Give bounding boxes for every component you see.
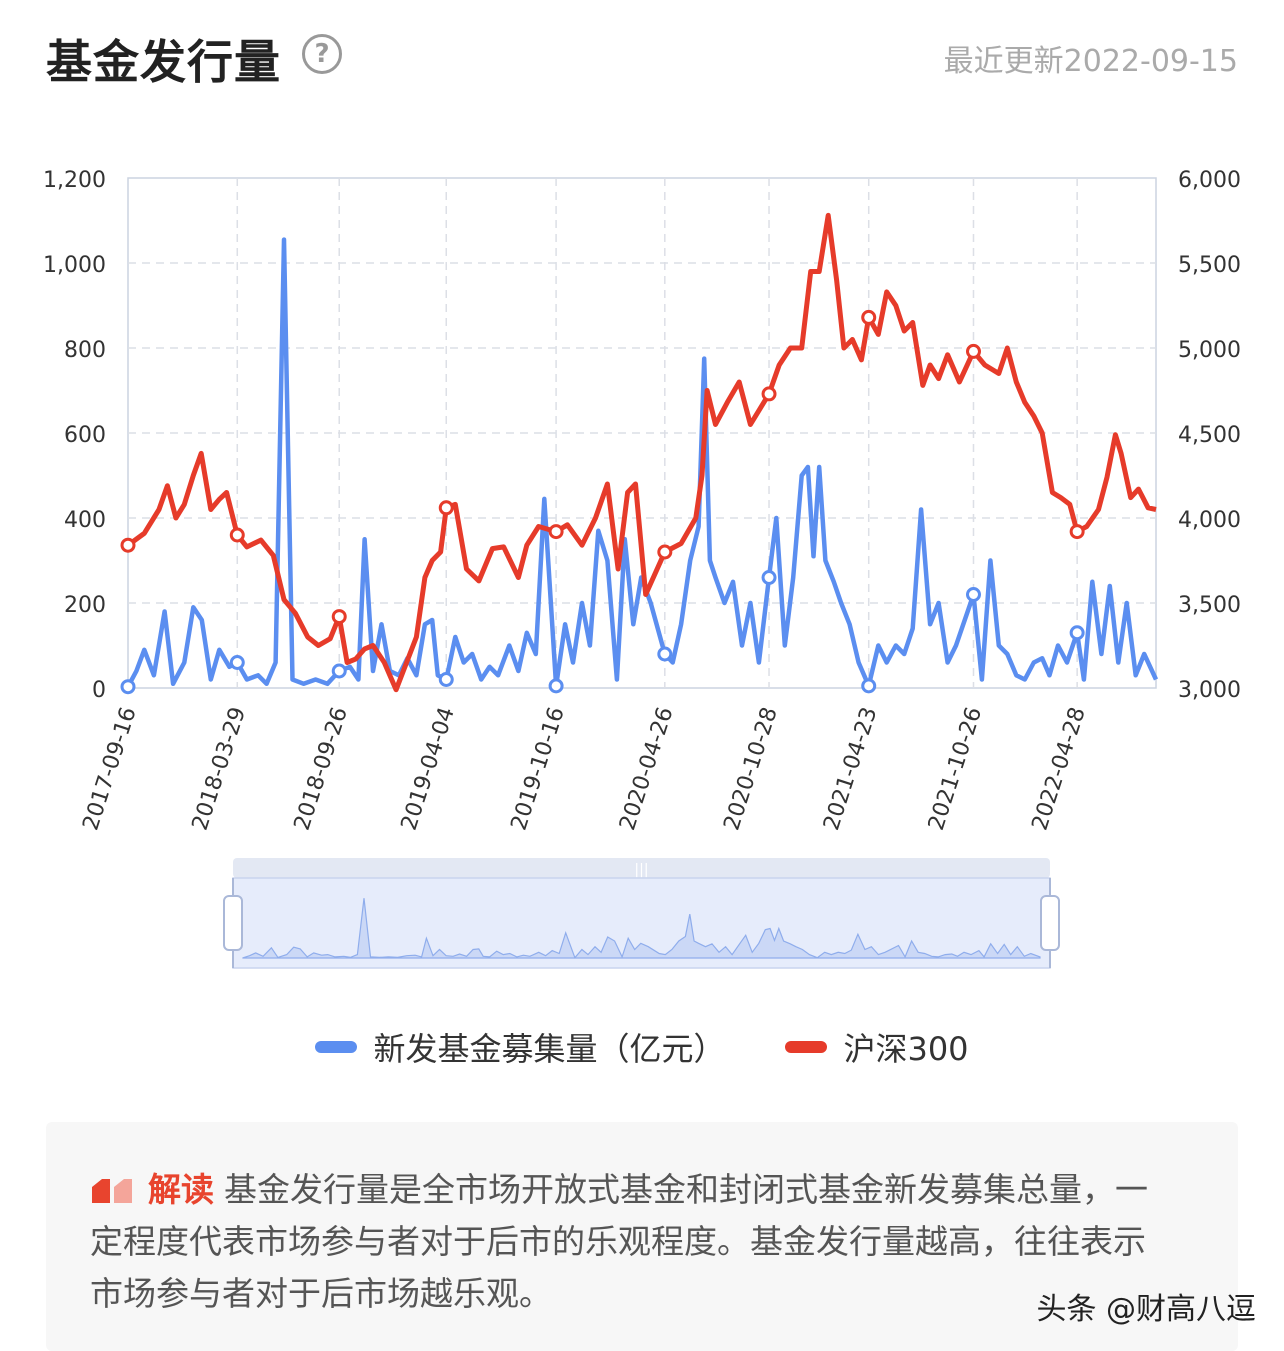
legend-label-fund: 新发基金募集量（亿元） [373, 1030, 726, 1068]
y-left-tick-label: 600 [64, 423, 106, 448]
watermark: 头条 @财高八逗 [1036, 1292, 1256, 1327]
y-right-tick-label: 3,000 [1178, 678, 1241, 703]
marker-index[interactable] [229, 527, 245, 543]
x-tick-label: 2018-09-26 [290, 704, 353, 833]
note-body: 基金发行量是全市场开放式基金和封闭式基金新发募集总量，一定程度代表市场参与者对于… [90, 1170, 1148, 1313]
marker-fund[interactable] [861, 678, 877, 694]
note-label: 解读 [148, 1170, 214, 1209]
marker-fund[interactable] [438, 672, 454, 687]
legend-swatch-index [785, 1041, 828, 1053]
fund-issuance-chart: 0 3,000 200 3,500 400 4,000 600 4,500 800 5,000 1,… [43, 168, 1241, 969]
x-tick-label: 2021-10-26 [924, 704, 987, 833]
x-tick-label: 2022-04-28 [1028, 704, 1091, 833]
y-left-tick-label: 800 [64, 338, 106, 363]
marker-fund[interactable] [965, 587, 981, 602]
datazoom-handle-left[interactable] [223, 895, 243, 951]
marker-fund[interactable] [657, 646, 673, 662]
last-updated-label: 最近更新2022-09-15 [943, 44, 1238, 79]
marker-index[interactable] [331, 609, 347, 625]
y-right-tick-label: 5,000 [1178, 338, 1241, 363]
marker-fund[interactable] [229, 655, 245, 670]
y-right-tick-label: 6,000 [1178, 168, 1241, 193]
legend-item-index[interactable]: 沪深300 [785, 1024, 969, 1070]
question-circle-icon[interactable]: ? [302, 34, 342, 74]
y-right-tick-label: 4,500 [1178, 423, 1241, 448]
marker-index[interactable] [120, 537, 136, 553]
marker-index[interactable] [438, 500, 454, 516]
datazoom-handle-right[interactable] [1040, 895, 1060, 951]
legend-swatch-fund [315, 1041, 358, 1053]
x-tick-label: 2020-10-28 [719, 704, 782, 833]
series-line-fund [126, 237, 1159, 689]
marker-index[interactable] [657, 544, 673, 560]
marker-fund[interactable] [1069, 625, 1085, 641]
x-tick-label: 2020-04-26 [615, 704, 678, 833]
y-left-tick-label: 200 [64, 593, 106, 618]
chart-legend: 新发基金募集量（亿元） 沪深300 [0, 1022, 1284, 1072]
marker-index[interactable] [548, 524, 564, 540]
interpretation-note: 解读 基金发行量是全市场开放式基金和封闭式基金新发募集总量，一定程度代表市场参与者… [46, 1122, 1238, 1351]
x-tick-label: 2017-09-16 [78, 704, 141, 833]
datazoom-grip-icon[interactable]: ||| [634, 862, 648, 878]
y-right-tick-label: 3,500 [1178, 593, 1241, 618]
datazoom-top-bar[interactable] [233, 858, 1050, 878]
marker-fund[interactable] [761, 570, 777, 585]
header: 基金发行量 ? 最近更新2022-09-15 [46, 22, 1238, 89]
y-left-tick-label: 0 [92, 678, 106, 703]
legend-item-fund[interactable]: 新发基金募集量（亿元） [315, 1024, 725, 1070]
legend-label-index: 沪深300 [843, 1030, 969, 1068]
marker-fund[interactable] [120, 679, 136, 695]
marker-index[interactable] [861, 309, 877, 325]
x-tick-label: 2019-10-16 [507, 704, 570, 833]
marker-index[interactable] [761, 386, 777, 402]
x-tick-label: 2019-04-04 [397, 704, 460, 833]
marker-fund[interactable] [548, 678, 564, 694]
x-tick-label: 2018-03-29 [188, 704, 251, 833]
series-line-index [126, 212, 1157, 693]
y-left-tick-label: 1,000 [43, 253, 106, 278]
page-title: 基金发行量 [46, 35, 281, 89]
marker-index[interactable] [965, 343, 981, 359]
datazoom-preview [242, 898, 1041, 959]
note-text-block: 解读 基金发行量是全市场开放式基金和封闭式基金新发募集总量，一定程度代表市场参与者… [90, 1164, 1170, 1320]
y-left-tick-label: 1,200 [43, 168, 106, 193]
y-left-tick-label: 400 [64, 508, 106, 533]
y-right-tick-label: 5,500 [1178, 253, 1241, 278]
quote-icon [92, 1179, 132, 1203]
marker-index[interactable] [1069, 524, 1085, 540]
marker-fund[interactable] [331, 663, 347, 679]
y-right-tick-label: 4,000 [1178, 508, 1241, 533]
x-tick-label: 2021-04-23 [819, 704, 882, 833]
